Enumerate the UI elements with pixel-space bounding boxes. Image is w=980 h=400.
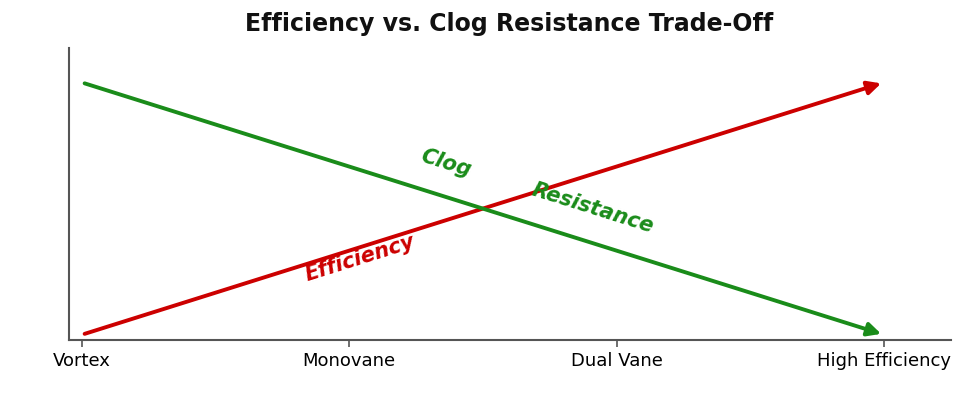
Text: Efficiency: Efficiency <box>302 232 417 286</box>
Title: Efficiency vs. Clog Resistance Trade-Off: Efficiency vs. Clog Resistance Trade-Off <box>245 12 774 36</box>
Text: Resistance: Resistance <box>529 180 657 237</box>
Text: Clog: Clog <box>418 146 473 180</box>
